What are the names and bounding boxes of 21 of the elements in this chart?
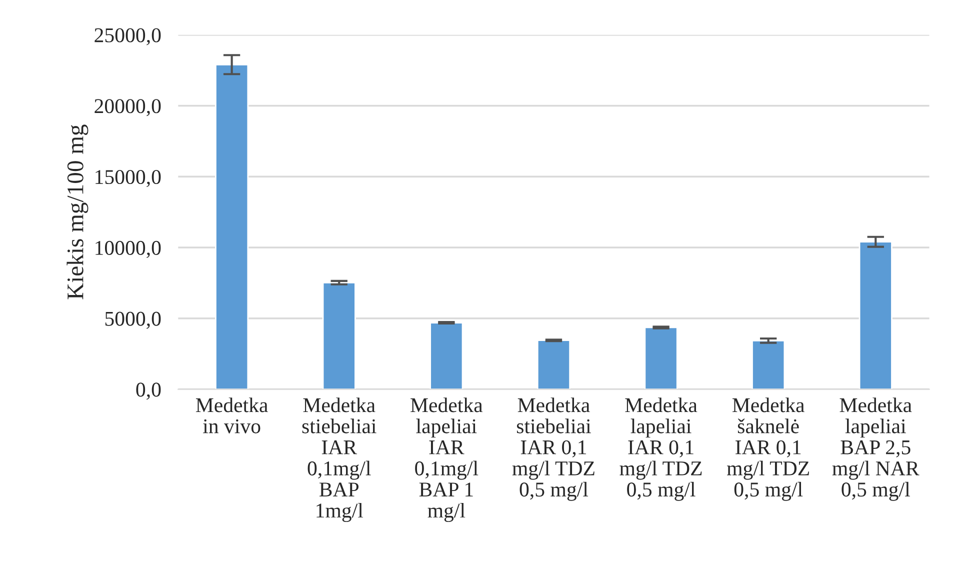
x-tick-label: Medetka in vivo: [196, 398, 268, 434]
x-tick-label: Medetka lapeliai IAR 0,1mg/l BAP 1 mg/l: [410, 398, 483, 522]
bar: [215, 64, 249, 390]
y-tick-label: 10000,0: [96, 240, 161, 258]
bar: [322, 282, 356, 390]
y-tick-label: 15000,0: [96, 170, 161, 188]
bar: [430, 322, 464, 390]
y-tick-label: 0,0: [136, 382, 161, 400]
x-tick-label: Medetka stiebeliai IAR 0,1mg/l BAP 1mg/l: [302, 398, 376, 522]
x-tick-label: Medetka lapeliai BAP 2,5 mg/l NAR 0,5 mg/l: [832, 398, 920, 501]
bar: [858, 241, 892, 390]
bar: [536, 340, 571, 390]
y-tick-label: 20000,0: [94, 99, 161, 116]
bar: [644, 326, 678, 390]
x-tick-label: Medetka šaknelė IAR 0,1 mg/l TDZ 0,5 mg/l: [727, 398, 809, 501]
bar: [752, 340, 786, 390]
x-tick-label: Medetka stiebeliai IAR 0,1 mg/l TDZ 0,5 mg/l: [512, 398, 594, 501]
y-tick-label: 5000,0: [105, 312, 161, 329]
y-tick-label: 25000,0: [94, 28, 161, 46]
y-axis-title: Kiekis mg/100 mg: [66, 124, 88, 300]
x-tick-label: Medetka lapeliai IAR 0,1 mg/l TDZ 0,5 mg/l: [620, 398, 702, 501]
